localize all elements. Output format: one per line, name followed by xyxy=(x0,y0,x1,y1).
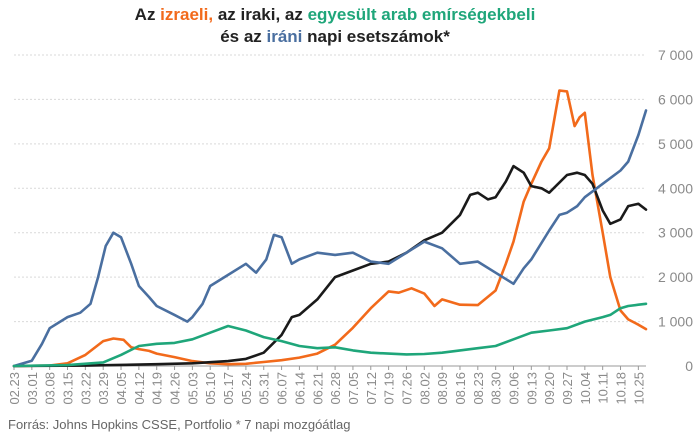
title-line-1: Az izraeli, az iraki, az egyesült arab e… xyxy=(0,4,670,26)
x-tick-label: 06.07 xyxy=(275,372,290,405)
x-tick-label: 05.24 xyxy=(239,372,254,405)
x-tick-label: 10.25 xyxy=(631,372,646,405)
x-tick-label: 08.09 xyxy=(435,372,450,405)
title-uae: egyesült arab emírségekbeli xyxy=(307,5,536,24)
x-tick-label: 05.17 xyxy=(221,372,236,405)
x-tick-label: 06.21 xyxy=(310,372,325,405)
x-tick-label: 08.30 xyxy=(489,372,504,405)
series-line-4 xyxy=(12,302,648,368)
x-tick-label: 04.05 xyxy=(114,372,129,405)
x-tick-label: 04.26 xyxy=(168,372,183,405)
x-tick-label: 07.26 xyxy=(399,372,414,405)
chart-title: Az izraeli, az iraki, az egyesült arab e… xyxy=(0,4,670,48)
title-text: és az xyxy=(220,27,267,46)
y-tick-label: 5 000 xyxy=(658,136,693,152)
x-tick-label: 04.12 xyxy=(132,372,147,405)
x-tick-label: 06.28 xyxy=(328,372,343,405)
x-tick-label: 03.29 xyxy=(96,372,111,405)
x-tick-label: 08.16 xyxy=(453,372,468,405)
x-tick-label: 02.23 xyxy=(7,372,22,405)
x-tick-label: 09.27 xyxy=(560,372,575,405)
x-tick-label: 05.03 xyxy=(185,372,200,405)
title-text: Az xyxy=(134,5,161,24)
x-tick-label: 08.23 xyxy=(471,372,486,405)
x-tick-label: 03.15 xyxy=(61,372,76,405)
x-tick-label: 07.12 xyxy=(364,372,379,405)
y-tick-label: 0 xyxy=(685,358,693,374)
x-tick-label: 07.05 xyxy=(346,372,361,405)
x-tick-label: 09.20 xyxy=(542,372,557,405)
x-tick-label: 05.31 xyxy=(257,372,272,405)
source-note: Forrás: Johns Hopkins CSSE, Portfolio * … xyxy=(8,417,351,432)
x-tick-label: 09.06 xyxy=(506,372,521,405)
series-line-3 xyxy=(12,109,648,368)
x-tick-label: 03.01 xyxy=(25,372,40,405)
y-tick-label: 1 000 xyxy=(658,314,693,330)
title-text: napi esetszámok* xyxy=(302,27,450,46)
x-tick-label: 04.19 xyxy=(150,372,165,405)
x-tick-label: 07.19 xyxy=(382,372,397,405)
x-tick-label: 10.11 xyxy=(596,372,611,404)
title-line-2: és az iráni napi esetszámok* xyxy=(0,26,670,48)
x-tick-label: 05.10 xyxy=(203,372,218,405)
x-tick-label: 09.13 xyxy=(524,372,539,405)
y-tick-label: 7 000 xyxy=(658,47,693,63)
x-tick-label: 06.14 xyxy=(292,372,307,405)
y-tick-label: 6 000 xyxy=(658,91,693,107)
y-tick-label: 2 000 xyxy=(658,269,693,285)
series-line-1 xyxy=(12,89,648,368)
x-tick-label: 03.08 xyxy=(43,372,58,405)
x-tick-label: 10.18 xyxy=(614,372,629,405)
series-line-2 xyxy=(12,164,648,368)
title-iran: iráni xyxy=(266,27,303,46)
y-tick-label: 4 000 xyxy=(658,180,693,196)
y-tick-label: 3 000 xyxy=(658,225,693,241)
x-tick-label: 10.04 xyxy=(578,372,593,405)
x-tick-label: 03.22 xyxy=(78,372,93,405)
title-israel: izraeli, xyxy=(160,5,214,24)
title-text: az iraki, az xyxy=(213,5,308,24)
x-tick-label: 08.02 xyxy=(417,372,432,405)
